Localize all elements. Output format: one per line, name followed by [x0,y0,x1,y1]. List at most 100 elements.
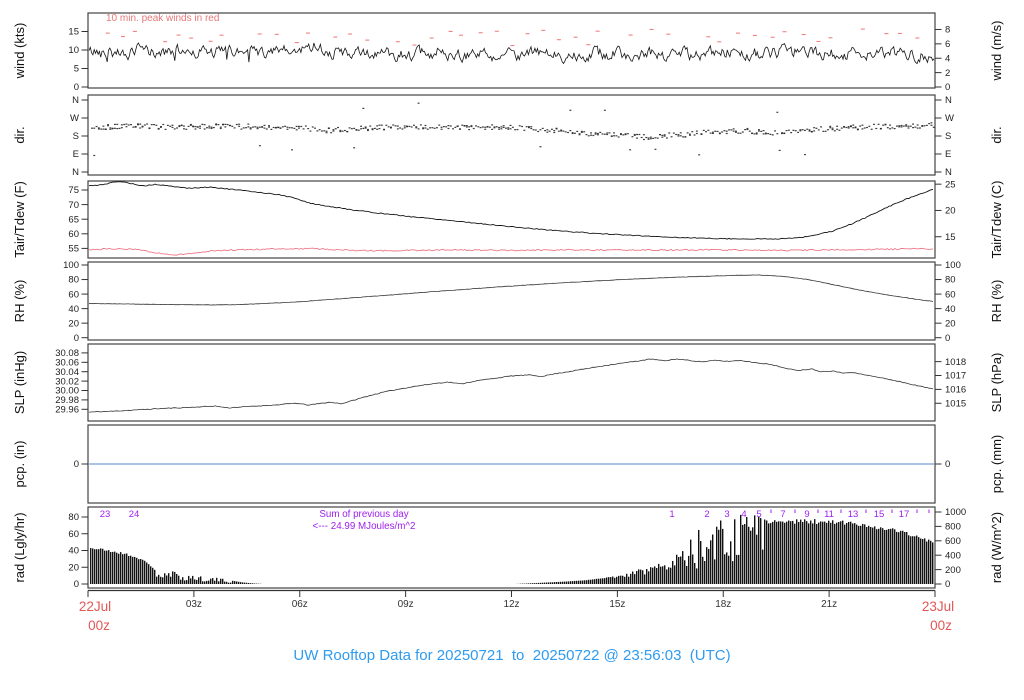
rad-bar [584,580,586,584]
rad-bar [826,522,828,584]
dir-dot [233,127,236,129]
dir-dot [856,128,859,130]
dir-dot [801,129,804,131]
rad-cumulative-mark: 17 [899,509,910,520]
dir-dot [171,126,174,128]
rad-bar [592,579,594,584]
rad-bar [580,580,582,584]
rad-bar [690,539,692,584]
dir-dot [709,132,712,134]
tick-label-left-wind: 15 [68,27,79,38]
rad-bar [654,566,656,584]
dir-dot [930,124,933,126]
rad-cumulative-mark: 4 [741,509,746,520]
dir-dot [436,127,438,129]
dir-dot [928,123,931,125]
dir-dot [424,127,427,129]
dir-dot [732,128,735,130]
dir-dot [916,127,919,129]
rad-bar [644,574,646,584]
dir-dot [815,127,818,129]
rad-bar [878,528,880,584]
tick-label-left-rh: 20 [68,318,79,329]
dir-dot [378,128,381,130]
dir-dot [624,134,627,136]
rad-bar [758,516,760,584]
dir-dot [672,132,675,134]
tick-label-right-wind: 0 [945,82,950,93]
dir-dot [422,127,425,129]
dir-dot [180,124,183,126]
dir-dot [626,133,629,135]
dir-dot [507,127,510,129]
dir-dot [511,126,514,128]
dir-dot [247,123,250,125]
dir-dot [592,134,595,137]
dir-dot [465,126,468,128]
rh-series-0 [88,274,934,306]
rad-bar [540,582,542,584]
dir-dot [737,132,740,134]
rad-bar [156,576,158,584]
rad-bar [546,582,548,584]
rad-bar [122,554,124,584]
rad-bar [678,557,680,584]
tick-label-left-rad: 20 [68,562,79,573]
dir-dot [183,125,185,127]
dir-dot [521,125,523,128]
rad-bar [688,555,690,584]
rad-bar [918,537,920,584]
tick-label-right-temp: 20 [945,206,956,217]
dir-dot [578,133,581,135]
rad-bar [756,534,758,584]
tick-label-left-wind: 5 [74,64,79,75]
dir-dot [808,129,811,131]
dir-dot [863,127,866,129]
dir-dot [532,129,535,131]
dir-dot [670,136,673,138]
dir-dot [659,134,661,136]
rad-bar [864,524,866,584]
rad-bar [600,578,602,584]
dir-dot [643,134,645,136]
tick-label-right-slp: 1016 [945,385,966,396]
rad-bar [908,535,910,584]
rad-bar [608,577,610,584]
dir-dot [498,126,500,129]
rad-bar [180,579,182,584]
dir-dot [500,126,503,128]
tick-label-right-rh: 0 [945,333,950,344]
dir-dot [548,130,551,132]
dir-dot [387,126,390,128]
dir-dot [212,127,215,129]
dir-dot [350,128,353,130]
dir-dot [544,130,546,132]
slp-series-0 [88,358,934,413]
dir-dot [923,125,926,127]
rad-bar [120,552,122,584]
panel-frame-rh [87,261,936,341]
dir-dot [330,132,333,134]
dir-dot [477,126,480,128]
rad-bar [168,573,170,584]
dir-dot [107,124,109,126]
dir-dot [153,124,155,126]
rad-bar [170,576,172,584]
x-axis-end-hour: 00z [930,618,952,633]
rad-bar [888,529,890,584]
tick-label-left-rad: 0 [74,579,79,590]
rad-bar [808,523,810,584]
axis-title-left-rh: RH (%) [12,280,27,323]
dir-dot [155,124,158,126]
rad-bar [804,519,806,584]
dir-dot [718,133,721,135]
tick-label-left-temp: 55 [68,244,79,255]
axis-title-right-wind: wind (m/s) [989,21,1004,82]
dir-dot [291,127,293,129]
dir-dot [139,123,142,125]
rad-bar [116,552,118,584]
dir-dot [208,125,211,127]
dir-dot [744,129,747,131]
rad-bar [602,578,604,584]
rad-bar [222,578,224,584]
